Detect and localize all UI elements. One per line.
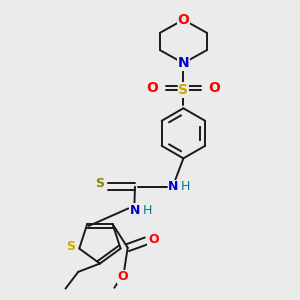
Text: S: S	[66, 240, 75, 254]
Text: O: O	[208, 81, 220, 95]
Text: O: O	[117, 270, 128, 283]
Text: N: N	[178, 56, 189, 70]
Text: H: H	[142, 204, 152, 217]
Text: H: H	[181, 180, 190, 193]
Text: N: N	[130, 204, 140, 217]
Text: O: O	[148, 233, 159, 247]
Text: O: O	[178, 13, 189, 27]
Text: O: O	[147, 81, 159, 95]
Text: S: S	[178, 83, 188, 97]
Text: N: N	[168, 180, 178, 193]
Text: S: S	[95, 177, 104, 190]
